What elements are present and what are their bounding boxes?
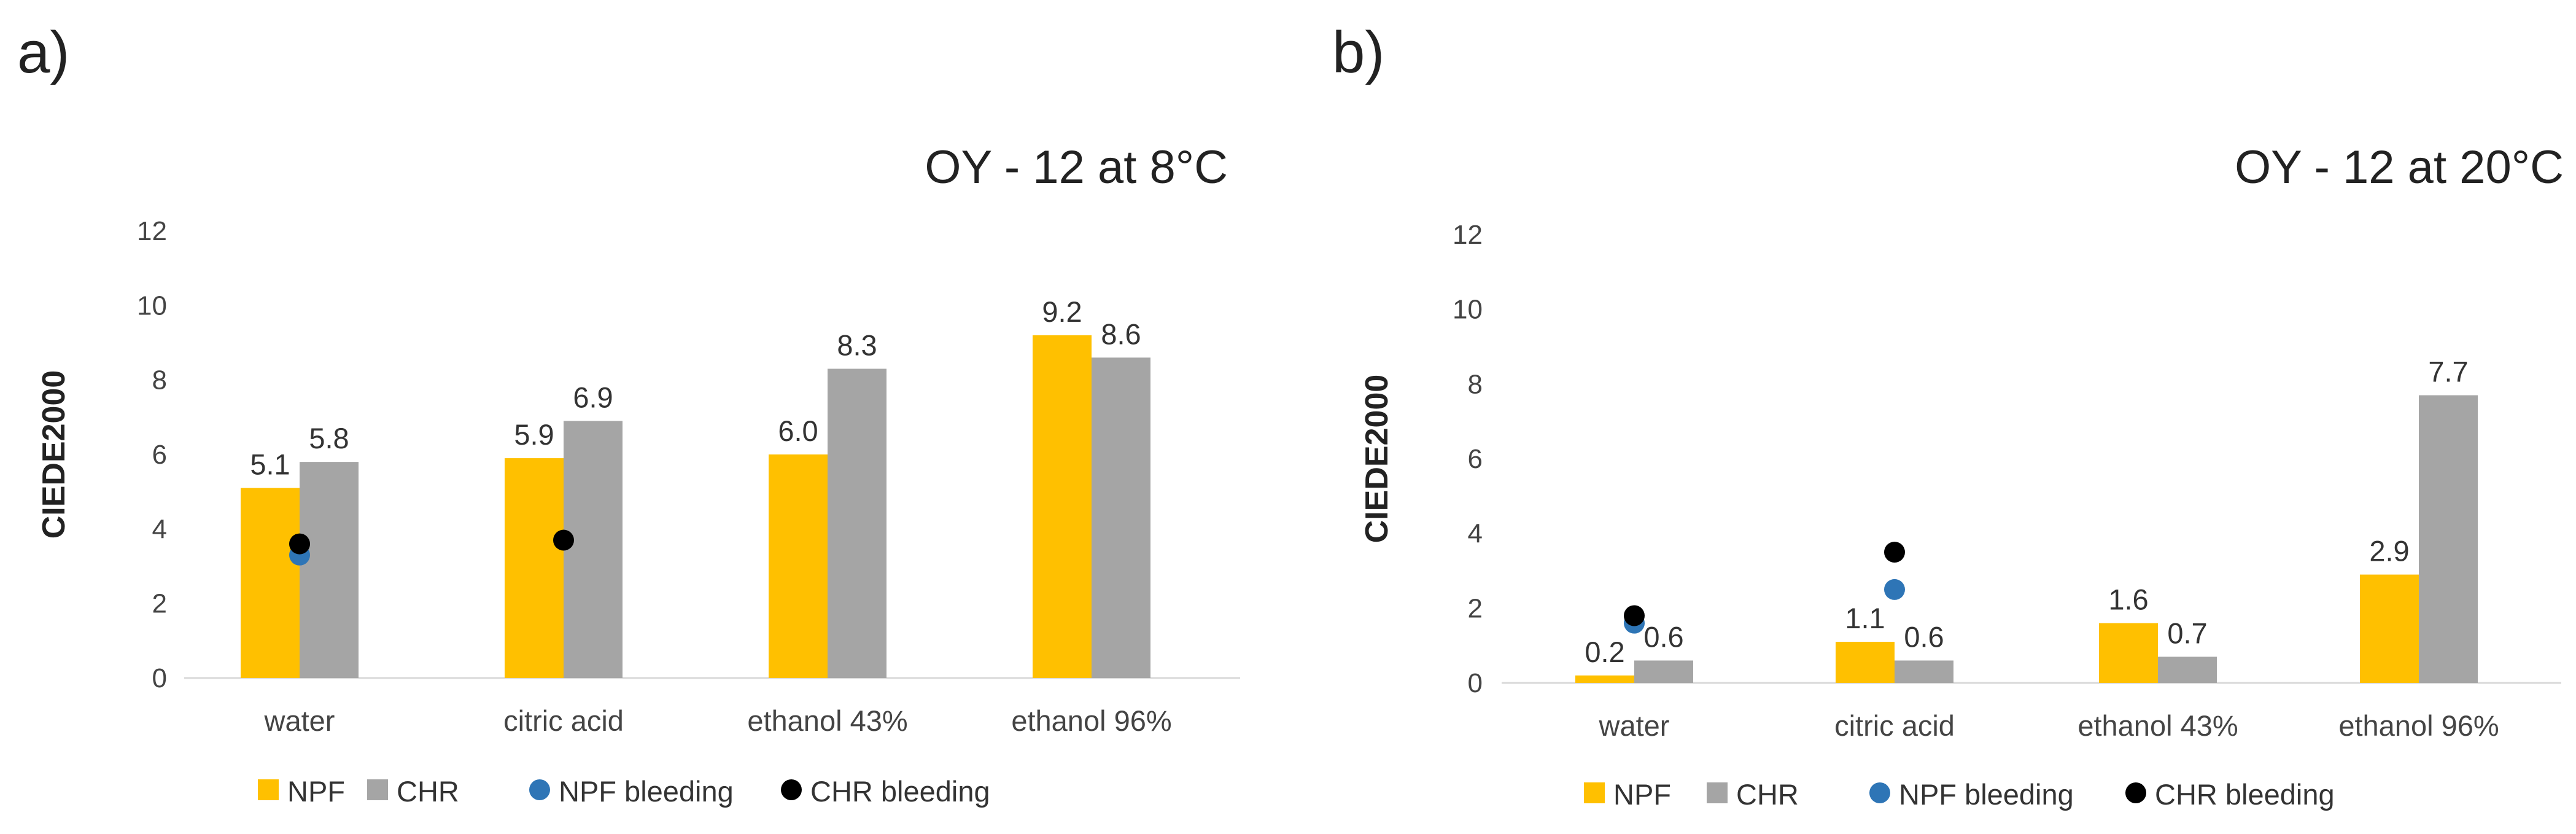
legend-swatch — [1707, 782, 1728, 803]
x-category-label: ethanol 43% — [2077, 709, 2238, 742]
x-category-label: water — [264, 704, 335, 737]
data-label: 1.6 — [2108, 583, 2148, 616]
data-label: 7.7 — [2428, 356, 2468, 388]
chart-panel-b: b) OY - 12 at 20°C CIEDE2000 0 2 4 6 8 10 12 0.2 0.… — [1332, 20, 2564, 811]
data-label: 2.9 — [2369, 535, 2409, 567]
data-label: 0.2 — [1585, 636, 1624, 668]
legend-swatch — [781, 779, 802, 800]
y-tick-label: 10 — [1453, 295, 1483, 325]
y-tick-label: 10 — [137, 290, 167, 321]
bar-npf — [2099, 623, 2158, 683]
x-category-label: ethanol 43% — [747, 704, 907, 737]
bar-chr — [1092, 357, 1150, 678]
bar-chr — [1634, 660, 1693, 683]
y-tick-label: 0 — [152, 663, 167, 693]
legend-label: NPF — [287, 775, 345, 808]
legend-item-chr: CHR — [1707, 778, 1799, 811]
y-tick-label: 2 — [152, 589, 167, 619]
bar-npf — [769, 454, 828, 678]
y-axis-label: CIEDE2000 — [1359, 375, 1395, 544]
bar-chr — [2419, 395, 2478, 683]
legend-swatch — [2125, 782, 2146, 803]
x-category-label: ethanol 96% — [2338, 709, 2499, 742]
data-label: 5.1 — [250, 448, 290, 481]
x-category-label: water — [1599, 709, 1670, 742]
legend-item-npf-bleeding: NPF bleeding — [529, 775, 734, 808]
legend-label: CHR bleeding — [810, 775, 990, 808]
panel-letter: b) — [1332, 20, 1384, 85]
chart-title: OY - 12 at 20°C — [2235, 141, 2564, 193]
legend-label: NPF — [1613, 778, 1671, 811]
y-tick-label: 4 — [1468, 519, 1483, 549]
data-label: 8.3 — [837, 329, 877, 361]
bar-chr — [1895, 660, 1953, 683]
data-label: 1.1 — [1845, 602, 1885, 634]
legend-swatch — [367, 779, 388, 800]
chart-title: OY - 12 at 8°C — [925, 141, 1228, 193]
bar-chr — [2158, 657, 2217, 683]
marker-chr-bleeding — [1884, 542, 1905, 563]
data-label: 6.0 — [778, 415, 818, 447]
data-label: 0.6 — [1904, 621, 1944, 653]
x-category-label: citric acid — [503, 704, 624, 737]
marker-chr-bleeding — [1624, 605, 1645, 626]
bar-chr — [828, 368, 886, 678]
legend-swatch — [529, 779, 550, 800]
legend-label: CHR bleeding — [2155, 778, 2335, 811]
data-label: 6.9 — [573, 381, 613, 413]
legend-label: CHR — [1736, 778, 1799, 811]
legend-item-chr-bleeding: CHR bleeding — [2125, 778, 2335, 811]
data-label: 0.6 — [1643, 621, 1683, 653]
bar-chr — [564, 421, 623, 678]
legend-item-npf: NPF — [1584, 778, 1671, 811]
y-tick-label: 4 — [152, 514, 167, 544]
bar-npf — [1836, 642, 1895, 683]
x-category-label: citric acid — [1834, 709, 1955, 742]
legend-swatch — [258, 779, 279, 800]
y-tick-label: 2 — [1468, 593, 1483, 623]
y-axis-label: CIEDE2000 — [36, 370, 72, 539]
y-tick-label: 0 — [1468, 668, 1483, 698]
x-category-label: ethanol 96% — [1011, 704, 1171, 737]
panel-letter: a) — [17, 20, 69, 85]
y-tick-label: 6 — [152, 440, 167, 470]
marker-npf-bleeding — [1884, 579, 1905, 600]
panels: a) OY - 12 at 8°C CIEDE2000 0 2 4 6 8 10 12 5.1 5.8… — [17, 20, 2564, 811]
legend-item-npf-bleeding: NPF bleeding — [1869, 778, 2074, 811]
legend-swatch — [1584, 782, 1605, 803]
y-tick-label: 8 — [1468, 369, 1483, 399]
chart-panel-a: a) OY - 12 at 8°C CIEDE2000 0 2 4 6 8 10 12 5.1 5.8… — [17, 20, 1240, 808]
data-label: 5.9 — [514, 418, 554, 451]
legend-swatch — [1869, 782, 1890, 803]
legend-label: NPF bleeding — [1899, 778, 2074, 811]
bar-chr — [300, 462, 359, 678]
legend-label: CHR — [397, 775, 459, 808]
marker-chr-bleeding — [553, 529, 574, 551]
data-label: 0.7 — [2167, 617, 2207, 649]
y-tick-label: 8 — [152, 365, 167, 396]
bar-npf — [1575, 675, 1634, 683]
legend-item-npf: NPF — [258, 775, 345, 808]
y-tick-label: 12 — [1453, 220, 1483, 250]
data-label: 9.2 — [1042, 295, 1082, 328]
bar-npf — [2360, 574, 2419, 683]
y-tick-label: 6 — [1468, 444, 1483, 474]
bar-npf — [505, 458, 564, 678]
legend-item-chr: CHR — [367, 775, 459, 808]
data-label: 8.6 — [1101, 318, 1141, 350]
legend-item-chr-bleeding: CHR bleeding — [781, 775, 990, 808]
bar-npf — [241, 488, 300, 678]
y-tick-label: 12 — [137, 216, 167, 246]
bar-npf — [1033, 335, 1092, 678]
legend-label: NPF bleeding — [559, 775, 734, 808]
data-label: 5.8 — [309, 422, 349, 454]
marker-chr-bleeding — [289, 533, 310, 555]
